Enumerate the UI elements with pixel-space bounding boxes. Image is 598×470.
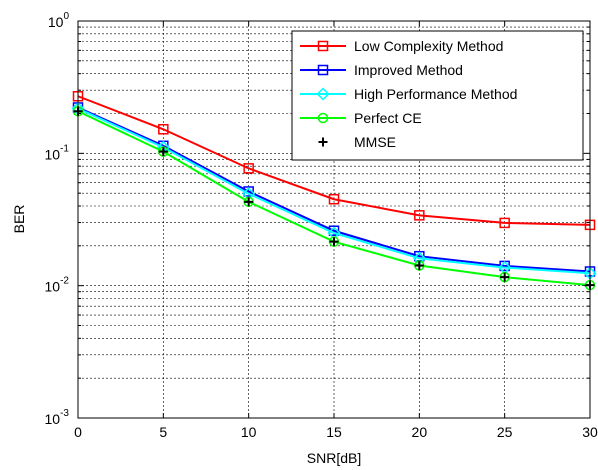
legend-marker xyxy=(317,64,329,76)
data-point xyxy=(328,193,340,205)
x-tick-label: 20 xyxy=(412,424,428,440)
series-line xyxy=(77,106,591,273)
series-layer xyxy=(71,90,597,291)
legend-label: Improved Method xyxy=(354,62,463,78)
ticks: 0 5 10 15 20 25 30 10-3 10-2 10-1 100 xyxy=(45,11,598,440)
data-point xyxy=(414,261,424,271)
data-point xyxy=(243,163,254,174)
y-axis-label: BER xyxy=(11,205,27,234)
legend-entry: High Performance Method xyxy=(300,86,517,102)
data-point xyxy=(414,210,425,221)
data-point xyxy=(158,147,168,157)
legend-entry: Perfect CE xyxy=(300,110,422,126)
y-tick-label: 10-2 xyxy=(45,276,70,295)
legend-entry: Low Complexity Method xyxy=(300,38,503,54)
x-tick-label: 15 xyxy=(326,424,342,440)
legend-box xyxy=(291,30,584,161)
data-point xyxy=(499,217,510,229)
y-tick-label: 10-3 xyxy=(45,408,70,427)
legend-label: Low Complexity Method xyxy=(354,38,503,54)
x-tick-label: 10 xyxy=(241,424,257,440)
x-tick-label: 30 xyxy=(582,424,598,440)
legend-label: MMSE xyxy=(354,134,396,150)
x-tick-label: 0 xyxy=(74,424,82,440)
legend-label: High Performance Method xyxy=(354,86,517,102)
legend-label: Perfect CE xyxy=(354,110,422,126)
legend-marker xyxy=(317,40,329,52)
x-tick-label: 5 xyxy=(159,424,167,440)
x-axis-label: SNR[dB] xyxy=(307,450,361,466)
data-point xyxy=(329,237,339,247)
legend: Low Complexity Method Improved Method High… xyxy=(291,30,584,161)
legend-entry: MMSE xyxy=(318,134,396,150)
series-line xyxy=(77,95,591,226)
data-point xyxy=(500,272,510,282)
data-point xyxy=(158,124,169,135)
legend-marker xyxy=(316,87,330,101)
data-point xyxy=(244,197,254,207)
legend-entry: Improved Method xyxy=(300,62,463,78)
x-tick-label: 25 xyxy=(497,424,513,440)
y-tick-label: 100 xyxy=(48,11,70,30)
legend-marker xyxy=(318,137,328,147)
y-tick-label: 10-1 xyxy=(45,143,70,162)
legend-marker xyxy=(317,112,329,124)
